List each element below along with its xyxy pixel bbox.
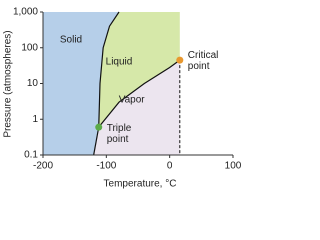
region: [93, 60, 180, 155]
y-tick-label: 1: [32, 114, 38, 125]
region-label: Solid: [60, 35, 82, 46]
y-tick-label: 1,000: [13, 7, 38, 18]
x-tick-label: 100: [225, 161, 242, 172]
point-label: Triple point: [107, 123, 134, 145]
y-tick-label: 100: [21, 42, 38, 53]
phase-boundary: [98, 59, 181, 128]
chart: Temperature, °C Pressure (atmospheres) 0…: [3, 7, 242, 190]
x-tick-label: 0: [167, 161, 173, 172]
phase-point: [176, 56, 184, 64]
phase-point: [95, 123, 103, 131]
phase-boundary: [93, 127, 100, 156]
y-tick-label: 10: [27, 78, 39, 89]
region-label: Vapor: [119, 95, 146, 106]
region: [98, 12, 180, 128]
phase-boundary: [98, 11, 120, 128]
y-tick-label: 0.1: [24, 150, 38, 161]
x-tick-label: -200: [33, 161, 53, 172]
region: [43, 12, 119, 155]
y-axis-label: Pressure (atmospheres): [3, 30, 14, 137]
x-tick-label: -100: [96, 161, 116, 172]
x-axis-label: Temperature, °C: [104, 179, 177, 190]
point-label: Critical point: [188, 50, 221, 72]
region-label: Liquid: [106, 57, 133, 68]
page: Temperature, °C Pressure (atmospheres) 0…: [2, 6, 242, 190]
